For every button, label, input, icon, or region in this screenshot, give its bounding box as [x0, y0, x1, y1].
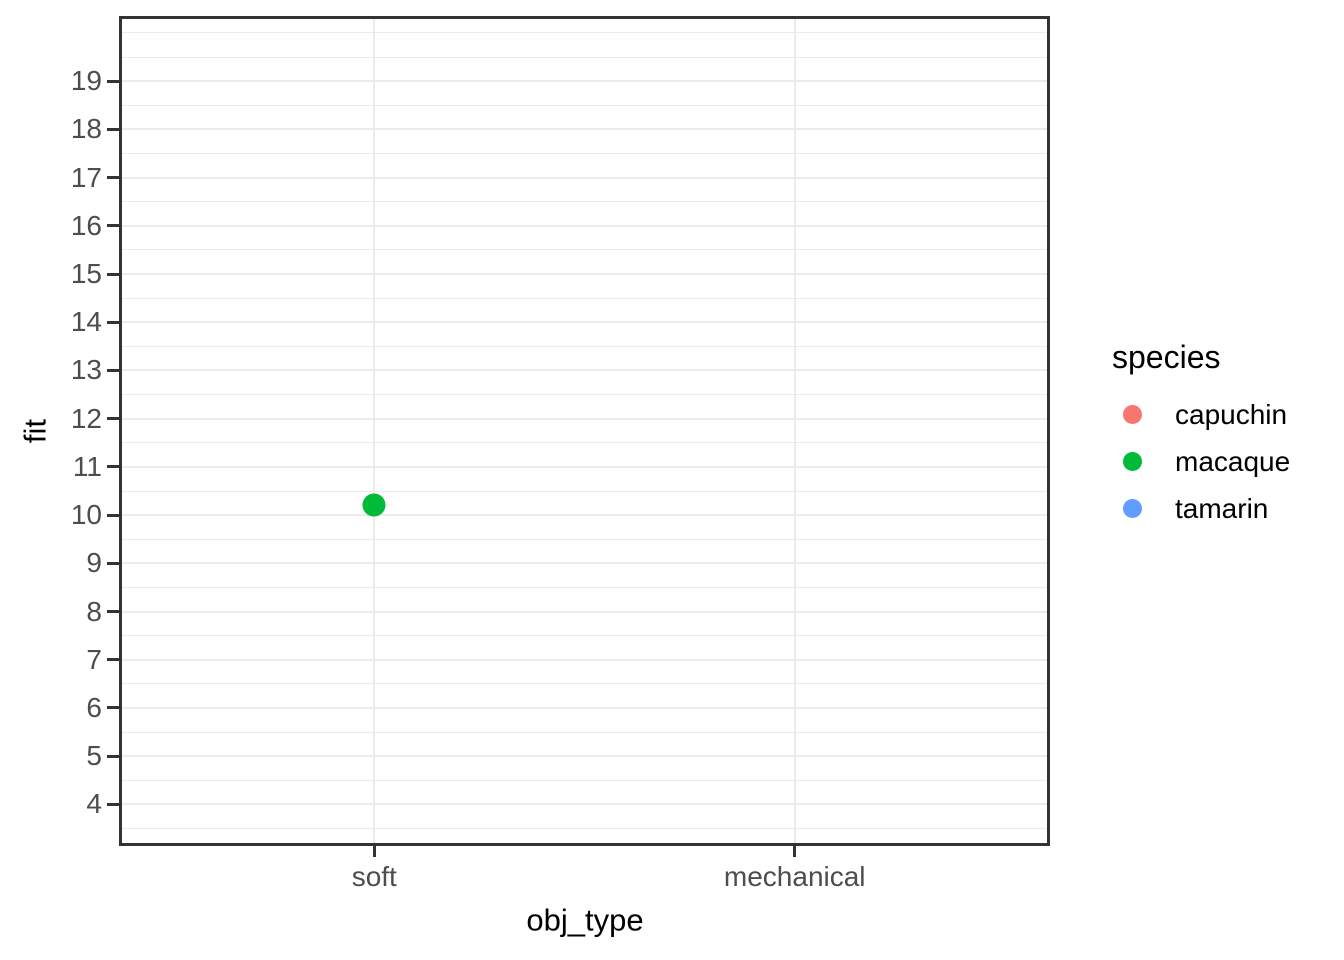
y-tick-label: 8 — [86, 595, 102, 627]
y-axis-tick — [107, 610, 119, 614]
y-axis-tick — [107, 176, 119, 180]
y-axis-title: fit — [17, 418, 53, 444]
y-tick-label: 17 — [70, 161, 102, 193]
gridline-minor — [122, 104, 1047, 106]
y-tick-label: 13 — [70, 354, 102, 386]
x-tick-label: mechanical — [723, 861, 866, 892]
y-tick-label: 6 — [86, 691, 102, 723]
gridline-minor — [122, 297, 1047, 299]
gridline-minor — [122, 345, 1047, 347]
plot-panel — [119, 16, 1050, 846]
y-axis-tick — [107, 706, 119, 710]
y-axis-tick — [107, 513, 119, 517]
gridline-minor — [122, 586, 1047, 588]
gridline-minor — [122, 779, 1047, 781]
gridline-major — [122, 562, 1047, 565]
legend-key-dot-icon — [1123, 499, 1142, 518]
y-axis-tick — [107, 417, 119, 421]
y-tick-label: 12 — [70, 402, 102, 434]
y-axis-tick — [107, 754, 119, 758]
legend-key-dot-icon — [1123, 405, 1142, 424]
gridline-major — [122, 465, 1047, 468]
y-tick-label: 9 — [86, 547, 102, 579]
gridline-major-vertical — [373, 19, 376, 843]
gridline-major — [122, 514, 1047, 517]
y-axis-tick — [107, 368, 119, 372]
y-axis-tick — [107, 658, 119, 662]
y-tick-label: 11 — [72, 450, 102, 482]
y-axis-tick — [107, 224, 119, 228]
gridline-minor — [122, 394, 1047, 396]
legend: species capuchin macaque tamarin — [1112, 338, 1290, 532]
gridline-minor — [122, 635, 1047, 637]
gridline-minor — [122, 153, 1047, 155]
y-tick-label: 19 — [70, 65, 102, 97]
gridline-minor — [122, 683, 1047, 685]
legend-entries: capuchin macaque tamarin — [1112, 391, 1290, 532]
legend-entry: tamarin — [1112, 485, 1290, 532]
gridline-major — [122, 369, 1047, 372]
legend-entry-label: macaque — [1175, 445, 1291, 477]
y-axis-tick — [107, 320, 119, 324]
gridline-major — [122, 80, 1047, 83]
gridline-major — [122, 755, 1047, 758]
gridline-minor — [122, 538, 1047, 540]
gridline-minor — [122, 442, 1047, 444]
y-axis-tick — [107, 465, 119, 469]
gridline-minor — [122, 249, 1047, 251]
y-axis-tick — [107, 802, 119, 806]
y-tick-label: 5 — [86, 740, 102, 772]
y-tick-label: 14 — [70, 306, 102, 338]
y-tick-label: 10 — [70, 499, 102, 531]
y-axis-tick — [107, 561, 119, 565]
legend-entry-label: capuchin — [1175, 398, 1288, 430]
gridline-minor — [122, 56, 1047, 58]
data-point-macaque — [362, 493, 386, 517]
gridline-major — [122, 176, 1047, 179]
y-tick-label: 18 — [70, 113, 102, 145]
gridline-major — [122, 321, 1047, 324]
legend-entry: macaque — [1112, 438, 1290, 485]
gridline-major — [122, 803, 1047, 806]
y-axis-tick — [107, 79, 119, 83]
gridline-major — [122, 128, 1047, 131]
legend-title: species — [1112, 339, 1221, 375]
legend-entry: capuchin — [1112, 391, 1290, 438]
gridline-minor — [122, 201, 1047, 203]
x-tick-label: soft — [351, 861, 397, 892]
legend-key-dot-icon — [1123, 452, 1142, 471]
x-axis-tick — [372, 846, 376, 857]
gridline-major — [122, 658, 1047, 661]
y-axis-tick — [107, 272, 119, 276]
y-tick-label: 15 — [70, 258, 102, 290]
legend-entry-label: tamarin — [1175, 492, 1269, 524]
gridline-minor — [122, 731, 1047, 733]
gridline-major — [122, 417, 1047, 420]
gridline-major-vertical — [793, 19, 796, 843]
y-axis-tick — [107, 127, 119, 131]
y-tick-label: 16 — [70, 209, 102, 241]
gridline-major — [122, 610, 1047, 613]
gridline-major — [122, 273, 1047, 276]
y-tick-label: 4 — [86, 788, 102, 820]
gridline-minor — [122, 828, 1047, 830]
x-axis-tick — [793, 846, 797, 857]
gridline-major — [122, 224, 1047, 227]
y-tick-label: 7 — [86, 643, 102, 675]
gridline-minor — [122, 490, 1047, 492]
x-axis-title: obj_type — [526, 902, 644, 938]
gridline-minor — [122, 32, 1047, 34]
gridline-major — [122, 706, 1047, 709]
